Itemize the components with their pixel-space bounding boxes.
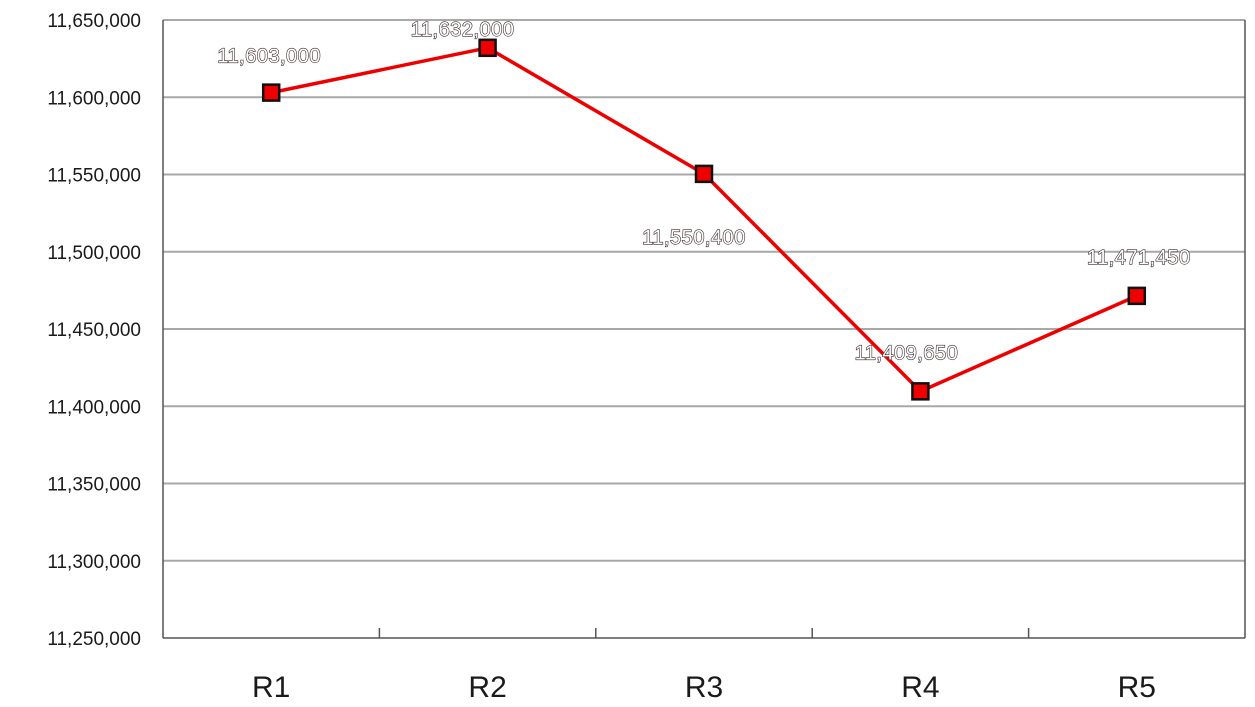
axes [162,20,1246,639]
x-tick-label: R5 [1118,671,1156,704]
x-axis-tick-labels: R1 R2 R3 R4 R5 [252,671,1156,704]
x-tick-label: R4 [901,671,939,704]
data-label: 11,550,400 [642,227,746,249]
y-tick-label: 11,550,000 [47,166,141,187]
y-tick-label: 11,600,000 [47,88,141,109]
data-point-marker [261,83,281,102]
data-point-marker [911,382,930,401]
x-tick-label: R2 [468,671,506,704]
y-tick-label: 11,350,000 [47,475,141,496]
y-tick-label: 11,400,000 [47,397,141,418]
series [261,38,1147,401]
data-label: 11,603,000 [217,46,321,68]
data-label: 11,632,000 [411,19,515,41]
data-labels: 11,603,000 11,632,000 11,550,400 11,409,650… [217,18,1191,365]
y-tick-label: 11,450,000 [47,320,141,341]
y-tick-label: 11,250,000 [47,629,141,650]
x-tick-label: R1 [252,671,290,704]
y-tick-label: 11,300,000 [47,552,141,573]
data-point-marker [1127,286,1147,306]
data-label: 11,471,450 [1087,247,1191,269]
data-point-marker [694,164,714,184]
series-line [270,46,1138,394]
y-axis-tick-labels: 11,250,000 11,300,000 11,350,000 11,400,000… [47,11,141,650]
y-tick-label: 11,650,000 [47,11,141,32]
gridlines [163,19,1245,562]
x-tick-label: R3 [685,671,723,704]
data-label: 11,409,650 [855,342,959,364]
y-tick-label: 11,500,000 [47,243,141,264]
data-point-marker [478,38,497,58]
